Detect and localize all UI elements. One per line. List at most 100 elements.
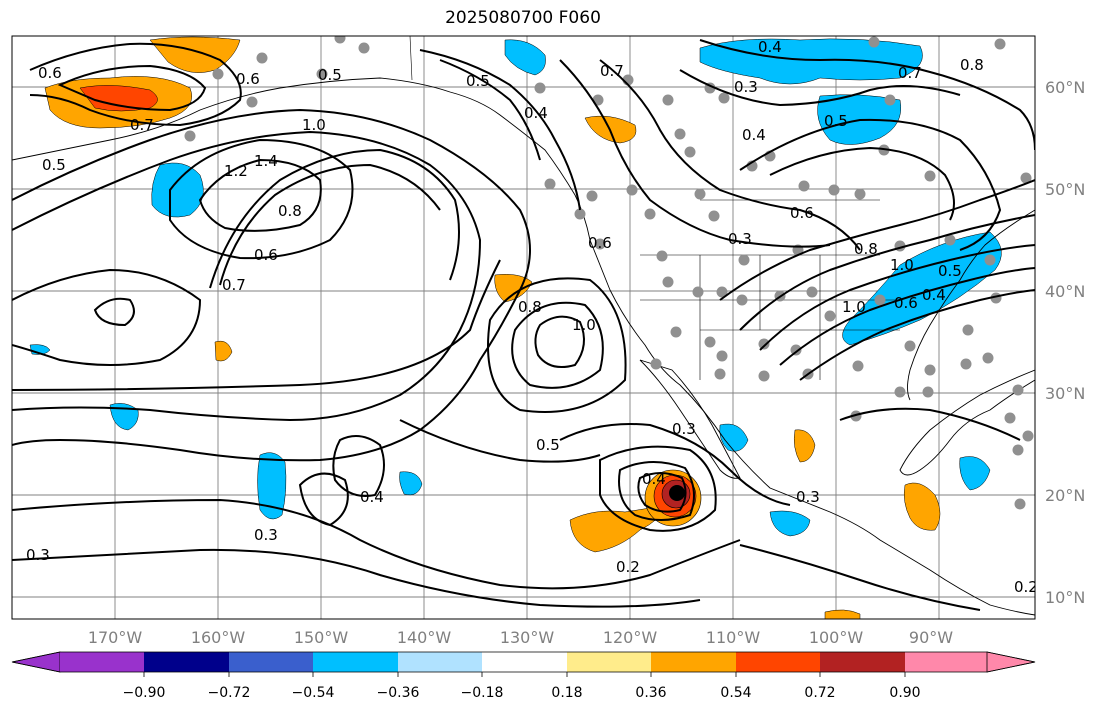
contour-label: 0.6 [236,70,260,88]
colorbar-segment-10 [820,652,905,672]
colorbar-label: −0.90 [123,685,166,701]
contour-label: 1.0 [302,116,326,134]
shade-blue-east-us [842,231,1002,346]
lat-label: 20°N [1045,486,1085,505]
colorbar-label: 0.36 [635,685,666,701]
contour-label: 0.8 [278,202,302,220]
colorbar-labels: −0.90 −0.72 −0.54 −0.36 −0.18 0.18 0.36 … [123,685,921,701]
colorbar-label: −0.72 [208,685,251,701]
colorbar-label: −0.18 [461,685,504,701]
coastline-pacific-mainland [12,77,1035,616]
contour-label: 0.5 [824,112,848,130]
shade-blue-bc-coast [504,39,546,76]
colorbar-outline [11,651,1036,673]
contour-label: 0.4 [922,286,946,304]
lon-label: 160°W [191,628,246,647]
contour-label: 0.4 [360,488,384,506]
contour-label: 0.6 [38,64,62,82]
lat-label: 50°N [1045,180,1085,199]
map-title: 2025080700 F060 [445,8,601,28]
contour-label: 0.5 [938,262,962,280]
atlantic-coast [907,209,1035,401]
shade-blue-hawaii [257,452,287,520]
latitude-labels: 60°N 50°N 40°N 30°N 20°N 10°N [1045,78,1085,607]
colorbar-segment-2 [144,652,229,672]
lat-label: 30°N [1045,384,1085,403]
shade-blue-pacific-north [151,162,204,218]
colorbar-label: −0.54 [292,685,335,701]
shade-blue-caribbean [959,456,991,491]
contour-label: 0.7 [600,62,624,80]
longitude-labels: 170°W 160°W 150°W 140°W 130°W 120°W 110°… [88,628,953,647]
contour-label: 0.3 [796,488,820,506]
contour-label: 0.8 [854,240,878,258]
colorbar-label: 0.18 [551,685,582,701]
contour-label: 0.7 [222,276,246,294]
lon-label: 90°W [909,628,953,647]
colorbar-label: −0.36 [377,685,420,701]
contour-label: 1.0 [890,256,914,274]
contour-label: 0.5 [318,66,342,84]
shade-blue-pacific-west [109,403,139,431]
contour-label: 0.4 [742,126,766,144]
shade-blue-mexico-coast [769,510,811,537]
colorbar-label: 0.90 [889,685,920,701]
contour-label: 0.7 [130,116,154,134]
colorbar-segment-3 [229,652,313,672]
shade-blue-baja [719,423,749,452]
shade-orange-south [824,609,861,619]
colorbar-segment-4 [313,652,398,672]
map-panel: 0.6 0.7 0.5 0.6 0.5 0.5 1.0 1.2 1.4 0.8 … [12,36,1038,619]
contour-label: 0.3 [672,420,696,438]
colorbar-segment-1 [60,652,144,672]
contour-label: 0.3 [728,230,752,248]
map-frame [11,35,1036,620]
contour-label: 0.6 [254,246,278,264]
contour-label: 0.3 [254,526,278,544]
shade-orange-central-america [903,482,941,531]
shade-red-alaska-gulf [79,85,158,112]
contour-labels: 0.6 0.7 0.5 0.6 0.5 0.5 1.0 1.2 1.4 0.8 … [26,38,1038,596]
contour-label: 1.0 [572,316,596,334]
colorbar-segment-9 [736,652,820,672]
contour-label: 1.4 [254,152,278,170]
lon-label: 110°W [706,628,761,647]
colorbar-label: 0.54 [720,685,751,701]
contour-label: 0.4 [758,38,782,56]
colorbar-ticks [143,672,906,677]
colorbar-segment-6 [482,652,567,672]
lat-label: 60°N [1045,78,1085,97]
lon-label: 140°W [397,628,452,647]
shade-orange-mexico [793,429,816,463]
contour-label: 0.5 [466,72,490,90]
colorbar: −0.90 −0.72 −0.54 −0.36 −0.18 0.18 0.36 … [11,651,1036,701]
land-outlines [12,36,1035,616]
lon-label: 100°W [809,628,864,647]
colorbar-segment-8 [651,652,736,672]
lat-label: 10°N [1045,588,1085,607]
contour-label: 1.2 [224,162,248,180]
lon-label: 170°W [88,628,143,647]
lon-label: 130°W [500,628,555,647]
gulf-coast [899,369,1035,476]
shade-orange-pacific-small [214,340,233,362]
colorbar-segment-11 [905,652,987,672]
state-borders [409,36,900,380]
contour-label: 1.0 [842,298,866,316]
colorbar-segment-0 [11,651,61,673]
contour-label: 0.2 [1014,578,1038,596]
lon-label: 150°W [294,628,349,647]
contour-label: 0.7 [898,64,922,82]
contour-label: 0.4 [524,104,548,122]
shade-blue-mid-pacific [399,471,423,496]
contour-label: 0.8 [960,56,984,74]
lat-label: 40°N [1045,282,1085,301]
colorbar-label: 0.72 [804,685,835,701]
contour-label: 0.6 [588,234,612,252]
contour-label: 0.2 [616,558,640,576]
cyclone-core [669,485,685,501]
colorbar-segment-12 [986,651,1036,673]
colorbar-segment-5 [398,652,482,672]
colorbar-segment-7 [567,652,651,672]
